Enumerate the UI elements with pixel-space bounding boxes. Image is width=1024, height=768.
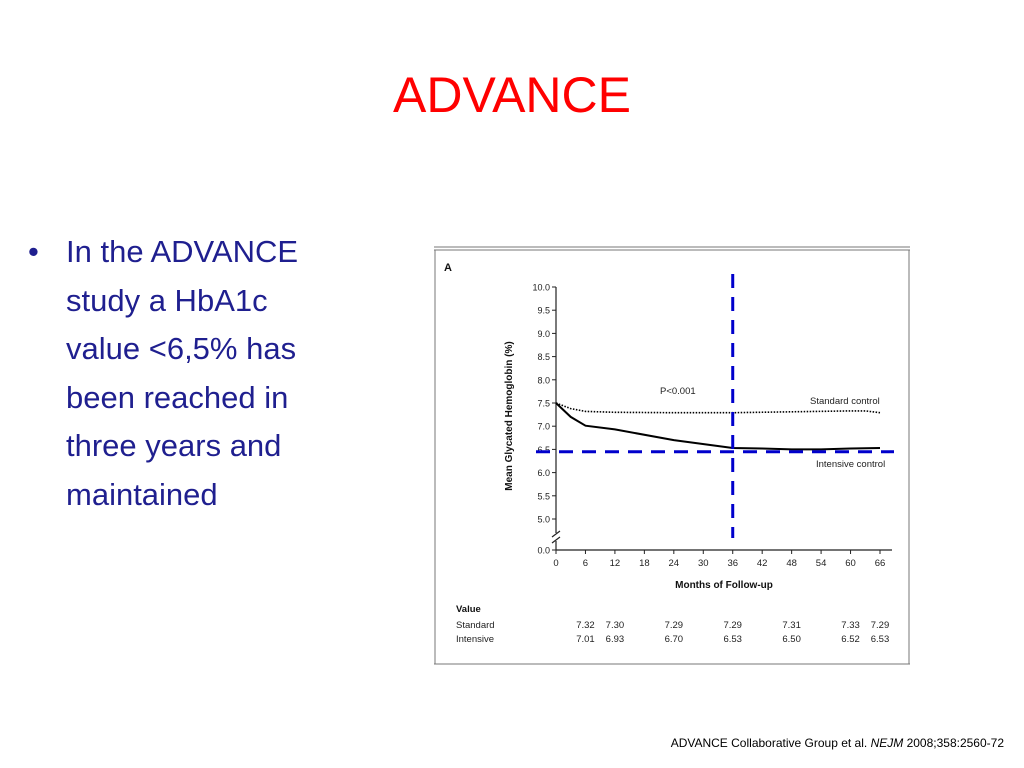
y-tick-label: 5.5 [537,491,550,501]
value-table-cell: 7.29 [871,620,890,631]
value-table-cell: 7.29 [665,620,684,631]
y-tick-label: 6.0 [537,468,550,478]
series-intensive-label: Intensive control [816,459,885,470]
citation: ADVANCE Collaborative Group et al. NEJM … [671,736,1004,750]
citation-authors: ADVANCE Collaborative Group et al. [670,736,871,750]
x-tick-label: 42 [757,558,768,569]
value-table-cell: 7.33 [841,620,860,631]
p-value-annotation: P<0.001 [660,386,696,397]
value-table-cell: 6.53 [871,634,890,645]
slide-title: ADVANCE [392,67,631,123]
value-table-cell: 6.53 [723,634,742,645]
value-table-row-label: Intensive [456,634,494,645]
series-standard-label: Standard control [810,396,880,407]
citation-journal: NEJM [870,736,904,750]
x-tick-label: 66 [875,558,886,569]
y-tick-label: 5.0 [537,515,550,525]
value-table-cell: 6.52 [841,634,860,645]
y-tick-label: 6.5 [537,445,550,455]
x-tick-label: 30 [698,558,709,569]
value-table-cell: 7.01 [576,634,595,645]
series-intensive-line [555,402,881,451]
value-table-cell: 6.70 [665,634,684,645]
x-tick-label: 54 [816,558,827,569]
hba1c-chart: A 5.0 5.5 6.0 6.5 7.0 7.5 8.0 8.5 9.0 9.5 10.0 0.00 6… [434,246,910,665]
y-tick-label: 9.0 [537,329,550,339]
x-tick-label: 60 [845,558,856,569]
x-tick-label: 48 [786,558,797,569]
value-table-header: Value [456,604,481,615]
y-tick-label: 8.5 [537,352,550,362]
axis-break-mark [551,530,561,544]
y-tick-label: 7.0 [537,422,550,432]
bullet-marker: • [28,234,39,269]
value-table-cell: 7.30 [606,620,625,631]
value-table-cell: 7.31 [782,620,801,631]
value-table-cell: 6.50 [782,634,801,645]
hba1c-figure: A 5.0 5.5 6.0 6.5 7.0 7.5 8.0 8.5 9.0 9.5 10.0 0.0 0 6… [434,246,910,666]
series-standard-line [555,402,881,414]
y-tick-label: 8.0 [537,375,550,385]
y-tick-label: 7.5 [537,399,550,409]
y-axis-label: Mean Glycated Hemoglobin (%) [504,341,515,490]
x-tick-label: 0 [553,558,558,569]
panel-label: A [444,262,452,274]
value-table-cell: 7.29 [723,620,742,631]
y-tick-label: 10.0 [532,283,550,293]
x-tick-label: 18 [639,558,650,569]
bullet-text: In the ADVANCE study a HbA1c value <6,5%… [66,234,299,512]
x-tick-label: 12 [610,558,621,569]
y-tick-label-zero: 0.0 [537,546,550,556]
value-table-cell: 6.93 [606,634,625,645]
x-tick-label: 36 [727,558,738,569]
x-tick-label: 6 [583,558,588,569]
x-axis-label: Months of Follow-up [675,580,773,591]
citation-ref: 2008;358:2560-72 [903,736,1004,750]
y-tick-label: 9.5 [537,306,550,316]
value-table-row-label: Standard [456,620,495,631]
value-table-cell: 7.32 [576,620,595,631]
x-tick-label: 24 [669,558,680,569]
